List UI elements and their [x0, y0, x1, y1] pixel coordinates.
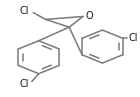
Text: Cl: Cl [128, 33, 138, 43]
Text: Cl: Cl [19, 79, 29, 89]
Text: Cl: Cl [19, 6, 29, 16]
Text: O: O [85, 11, 93, 21]
